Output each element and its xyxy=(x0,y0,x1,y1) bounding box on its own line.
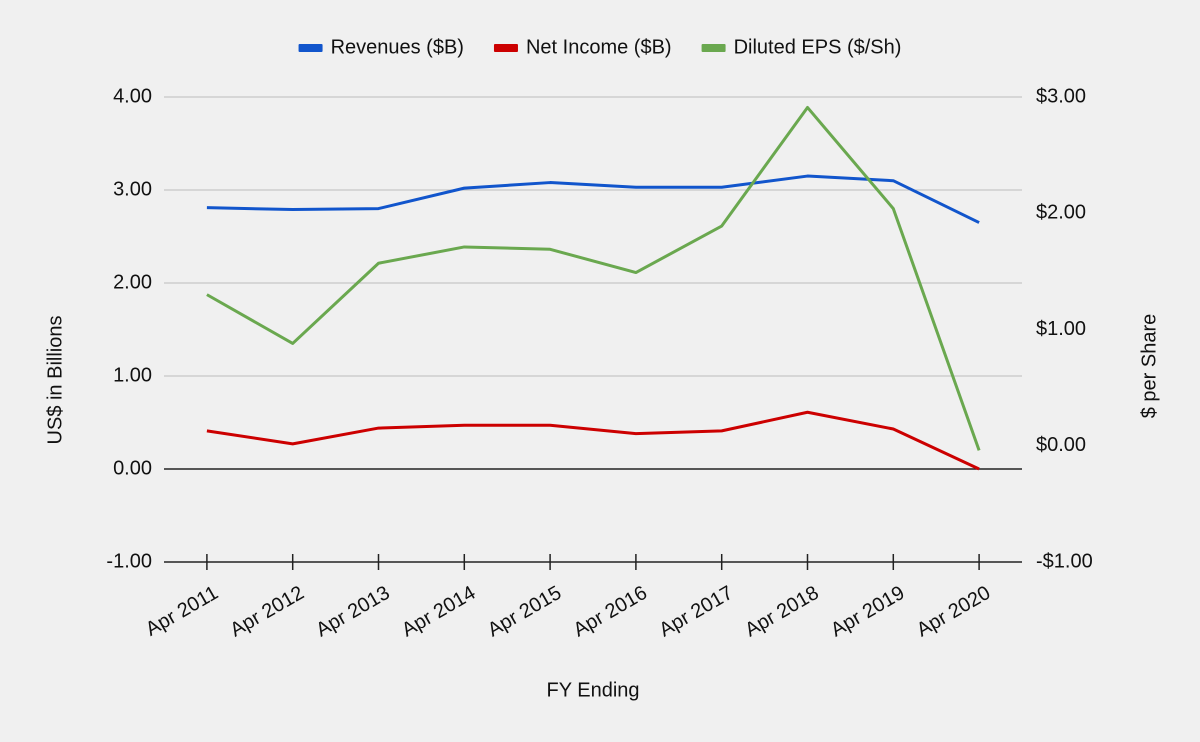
legend-swatch xyxy=(298,44,323,52)
y-axis-title: US$ in Billions xyxy=(44,316,66,445)
x-tick-label: Apr 2018 xyxy=(741,582,822,642)
series-line xyxy=(206,105,981,451)
y-tick-label: 1.00 xyxy=(113,364,152,386)
y-tick-label: -1.00 xyxy=(106,550,152,572)
y-tick-label: 4.00 xyxy=(113,85,152,107)
legend-label: Diluted EPS ($/Sh) xyxy=(734,36,902,58)
x-tick-label: Apr 2013 xyxy=(312,582,393,642)
legend-swatch xyxy=(701,44,726,52)
y-tick-label: 0.00 xyxy=(113,457,152,479)
legend-label: Revenues ($B) xyxy=(331,36,464,58)
legend-label: Net Income ($B) xyxy=(526,36,672,58)
y2-tick-label: $3.00 xyxy=(1036,85,1086,107)
x-tick-label: Apr 2014 xyxy=(398,582,479,642)
y2-tick-label: -$1.00 xyxy=(1036,550,1093,572)
y-tick-label: 3.00 xyxy=(113,178,152,200)
x-tick-label: Apr 2015 xyxy=(484,582,565,642)
y2-tick-label: $1.00 xyxy=(1036,318,1086,340)
x-tick-label: Apr 2017 xyxy=(656,582,737,642)
y2-axis-title: $ per Share xyxy=(1138,314,1160,419)
x-tick-label: Apr 2019 xyxy=(827,582,908,642)
series-line xyxy=(206,174,980,224)
y2-tick-label: $2.00 xyxy=(1036,202,1086,224)
y2-tick-label: $0.00 xyxy=(1036,434,1086,456)
legend-swatch xyxy=(493,44,518,52)
x-axis-title: FY Ending xyxy=(546,679,639,701)
series-line xyxy=(206,410,980,471)
y-tick-label: 2.00 xyxy=(113,271,152,293)
x-tick-label: Apr 2012 xyxy=(227,582,308,642)
x-tick-label: Apr 2020 xyxy=(913,582,994,642)
x-tick-label: Apr 2016 xyxy=(570,582,651,642)
x-tick-label: Apr 2011 xyxy=(142,582,222,641)
